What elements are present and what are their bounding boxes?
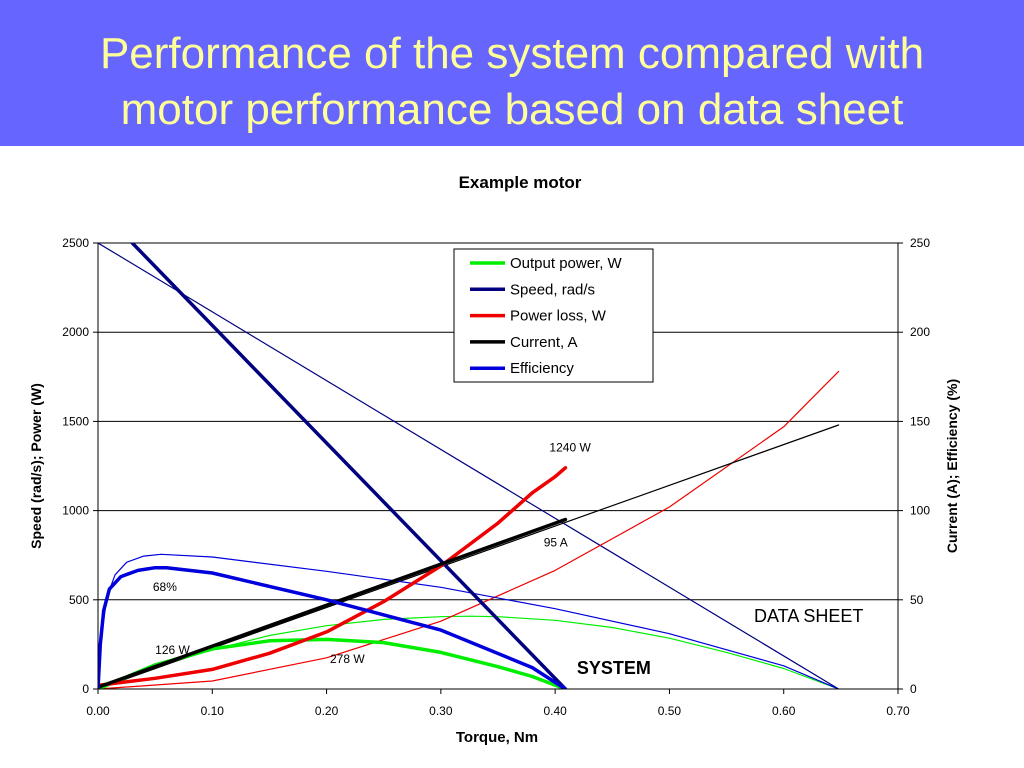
y-tick-label-right: 150 [910, 414, 930, 428]
legend-item-label: Efficiency [510, 360, 574, 377]
annotation-label: DATA SHEET [754, 606, 863, 626]
legend: Output power, W Speed, rad/s Power loss, W… [453, 248, 654, 383]
slide-title-bar: Performance of the system compared with … [0, 0, 1024, 146]
annotation-label: 126 W [155, 643, 190, 657]
datasheet-current-a-line [98, 424, 840, 689]
legend-item-label: Speed, rad/s [510, 281, 595, 298]
chart-title: Example motor [459, 173, 582, 192]
y-axis-label-left: Speed (rad/s); Power (W) [28, 383, 44, 549]
y-tick-label-left: 500 [69, 593, 89, 607]
x-axis-label: Torque, Nm [456, 729, 538, 746]
annotation-label: SYSTEM [577, 658, 651, 678]
annotations: 1240 W 95 A 68% 126 W 278 W DATA SHEET SYSTEM [153, 441, 864, 678]
y-tick-label-right: 250 [910, 236, 930, 250]
annotation-label: 68% [153, 580, 177, 594]
y-tick-label-left: 2500 [62, 236, 89, 250]
x-tick-label: 0.40 [543, 704, 567, 718]
legend-item-label: Power loss, W [510, 308, 607, 325]
x-tick-label: 0.50 [658, 704, 682, 718]
legend-item-label: Current, A [510, 334, 578, 351]
annotation-label: 95 A [544, 535, 568, 549]
system-power-loss-w-line [98, 466, 568, 688]
annotation-label: 278 W [330, 652, 365, 666]
datasheet-output-power-w-line [98, 615, 840, 689]
y-tick-label-right: 200 [910, 325, 930, 339]
y-tick-label-right: 50 [910, 593, 924, 607]
y-tick-label-left: 1000 [62, 504, 89, 518]
system-speed-rad-s-line [130, 243, 568, 689]
x-tick-label: 0.00 [86, 704, 110, 718]
slide-title: Performance of the system compared with … [0, 26, 1024, 138]
legend-item-label: Output power, W [510, 255, 623, 272]
y-tick-label-left: 1500 [62, 414, 89, 428]
y-tick-label-left: 0 [82, 682, 89, 696]
y-tick-label-left: 2000 [62, 325, 89, 339]
axes: 0.00 0.10 0.20 0.30 0.40 0.50 0.60 0.7005001000… [62, 236, 930, 718]
system-current-a-line [98, 517, 568, 689]
x-tick-label: 0.70 [886, 704, 910, 718]
y-axis-label-right: Current (A); Efficiency (%) [944, 379, 960, 553]
x-tick-label: 0.20 [315, 704, 339, 718]
slide-title-line-2: motor performance based on data sheet [120, 85, 904, 134]
annotation-label: 1240 W [549, 441, 591, 455]
y-tick-label-right: 0 [910, 682, 917, 696]
datasheet-power-loss-w-line [98, 370, 840, 689]
x-tick-label: 0.60 [772, 704, 796, 718]
system-efficiency-line [98, 565, 568, 689]
slide-title-line-1: Performance of the system compared with [99, 29, 925, 78]
series-lines [98, 243, 840, 689]
x-tick-label: 0.30 [429, 704, 453, 718]
x-tick-label: 0.10 [201, 704, 225, 718]
datasheet-speed-rad-s-line [98, 243, 840, 689]
y-tick-label-right: 100 [910, 504, 930, 518]
